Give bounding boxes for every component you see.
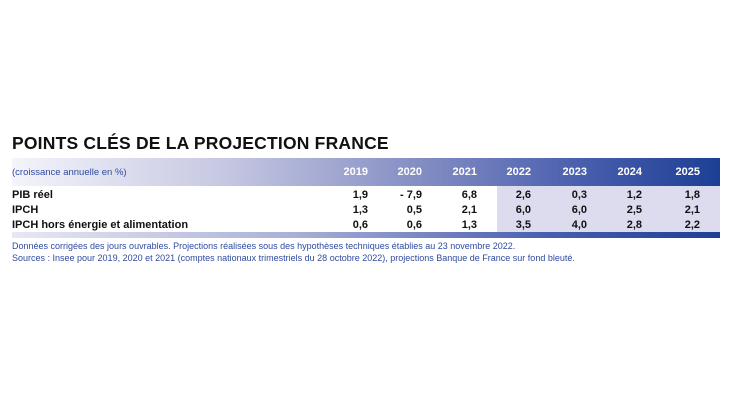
table-cell: 1,8 (684, 189, 700, 201)
column-header-2024: 2024 (617, 166, 642, 178)
table-cell: 2,6 (515, 189, 531, 201)
unit-label: (croissance annuelle en %) (12, 167, 127, 178)
column-header-2025: 2025 (675, 166, 700, 178)
table-cell: 2,8 (626, 219, 642, 231)
row-label: PIB réel (12, 189, 53, 201)
table-cell: 1,3 (461, 219, 477, 231)
table-row: IPCH 1,3 0,5 2,1 6,0 6,0 2,5 2,1 (12, 204, 720, 219)
table-cell: 1,9 (352, 189, 368, 201)
table-cell: 6,0 (571, 204, 587, 216)
table-cell: 1,2 (626, 189, 642, 201)
column-header-2021: 2021 (452, 166, 477, 178)
table-header: (croissance annuelle en %) 2019 2020 2021 2… (12, 158, 720, 186)
table-cell: 2,1 (461, 204, 477, 216)
table-cell: 0,6 (406, 219, 422, 231)
row-label: IPCH hors énergie et alimentation (12, 219, 189, 231)
column-header-2020: 2020 (397, 166, 422, 178)
column-header-2022: 2022 (506, 166, 531, 178)
table-cell: 0,5 (406, 204, 422, 216)
table-cell: - 7,9 (399, 189, 422, 201)
table-cell: 6,0 (515, 204, 531, 216)
table-cell: 0,3 (571, 189, 587, 201)
table-row: PIB réel 1,9 - 7,9 6,8 2,6 0,3 1,2 1,8 (12, 189, 720, 204)
table-cell: 2,2 (684, 219, 700, 231)
table-bottom-bar (12, 232, 720, 238)
table-cell: 2,1 (684, 204, 700, 216)
column-header-2023: 2023 (562, 166, 587, 178)
table-cell: 6,8 (461, 189, 477, 201)
table-cell: 3,5 (515, 219, 531, 231)
table-cell: 1,3 (352, 204, 368, 216)
column-header-2019: 2019 (343, 166, 368, 178)
sources-line: Sources : Insee pour 2019, 2020 et 2021 … (12, 253, 575, 263)
projection-shade (497, 186, 720, 232)
note-line: Données corrigées des jours ouvrables. P… (12, 241, 516, 251)
table-cell: 0,6 (352, 219, 368, 231)
table-cell: 2,5 (626, 204, 642, 216)
row-label: IPCH (12, 204, 39, 216)
table-cell: 4,0 (571, 219, 587, 231)
table-row: IPCH hors énergie et alimentation 0,6 0,6 1… (12, 219, 720, 234)
table-title: POINTS CLÉS DE LA PROJECTION FRANCE (12, 133, 389, 153)
